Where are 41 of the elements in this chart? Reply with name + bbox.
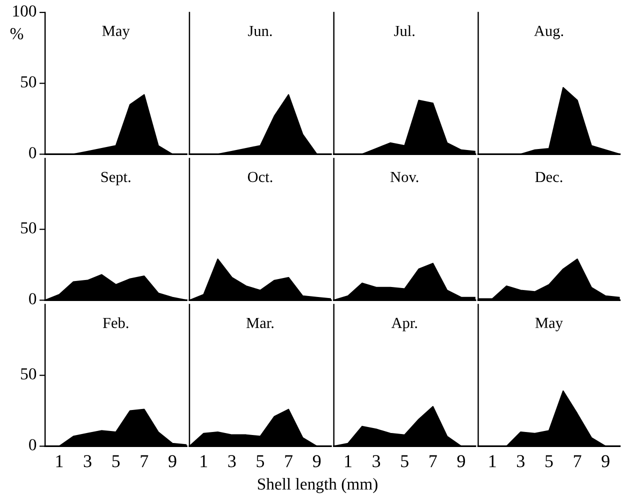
x-tick-label: 9 [168,455,176,468]
x-tick-label: 5 [401,455,408,468]
x-tick-label: 1 [489,455,496,468]
y-tick-label: 50 [21,222,36,234]
y-tick-label: 0 [29,147,36,158]
text: May [535,318,563,332]
x-tick-label: 9 [602,455,610,468]
y-tick-label: 0 [29,439,36,450]
text: Dec. [535,172,562,182]
x-tick-label: 5 [546,455,553,468]
x-tick-label: 5 [256,455,264,468]
text: May [102,26,130,40]
x-tick-label: 1 [345,455,352,468]
y-tick-label: 100 [13,5,36,17]
text: Apr. [391,318,417,332]
x-tick-label: 1 [200,455,208,468]
text: Mar. [246,318,274,328]
x-tick-label: 7 [140,455,148,468]
x-tick-label: 9 [312,455,321,468]
x-tick-label: 1 [56,455,63,468]
x-tick-label: 9 [457,455,466,468]
y-axis-title: % [10,28,24,40]
x-tick-label: 7 [285,455,293,468]
x-tick-label: 3 [228,455,236,468]
text: Feb. [102,317,128,328]
text: Jul. [394,25,414,36]
x-tick-label: 7 [430,455,437,468]
text: Jun. [248,26,272,36]
text: Sept. [101,172,130,186]
y-tick-label: 50 [21,368,36,380]
y-tick-label: 50 [21,76,36,88]
text: Aug. [534,26,564,40]
y-tick-label: 0 [29,293,36,304]
x-tick-label: 7 [574,455,582,468]
x-tick-label: 3 [517,455,524,468]
text: Oct. [248,172,272,182]
text: Nov. [390,172,418,182]
x-tick-label: 3 [372,455,380,468]
x-axis-title: Shell length (mm) [258,478,378,494]
x-tick-label: 3 [84,455,92,468]
x-tick-label: 5 [112,455,120,468]
